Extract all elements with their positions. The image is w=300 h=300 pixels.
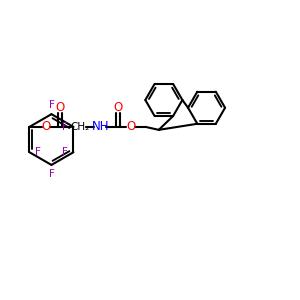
Text: CH₂: CH₂ [70,122,90,132]
Text: O: O [41,120,50,134]
Text: F: F [49,169,54,179]
Text: F: F [61,147,68,157]
Text: F: F [49,100,54,110]
Text: O: O [113,101,122,114]
Text: F: F [35,147,41,157]
Text: O: O [126,120,135,134]
Text: O: O [55,101,64,114]
Text: NH: NH [92,120,110,134]
Text: F: F [61,122,68,132]
